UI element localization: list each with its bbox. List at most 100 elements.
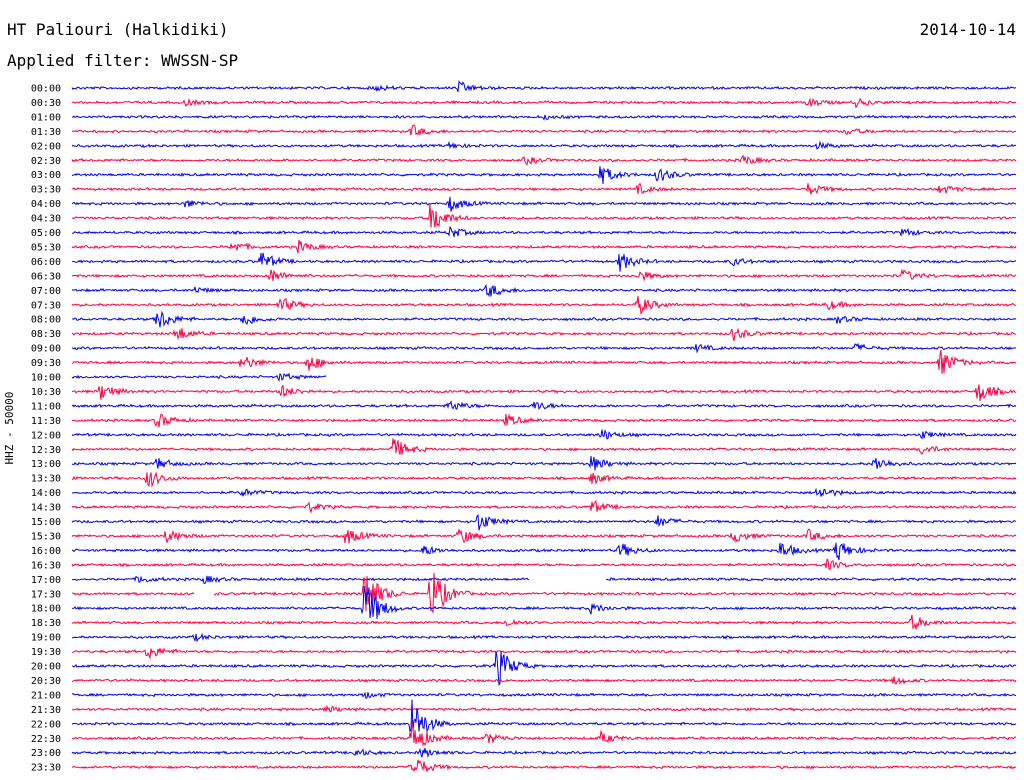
time-tick-label: 18:00 [31, 604, 61, 615]
time-tick-label: 14:00 [31, 488, 61, 499]
time-tick-label: 04:30 [31, 214, 61, 225]
trace-line [71, 499, 1017, 514]
time-tick-label: 22:00 [31, 719, 61, 730]
time-tick-label: 16:00 [31, 546, 61, 557]
time-tick-label: 02:00 [31, 141, 61, 152]
time-tick-label: 16:30 [31, 560, 61, 571]
time-tick-label: 18:30 [31, 618, 61, 629]
trace-line [71, 586, 1017, 619]
time-tick-label: 22:30 [31, 734, 61, 745]
time-tick-label: 03:00 [31, 170, 61, 181]
trace-line [71, 429, 1017, 440]
trace-line [71, 166, 1017, 185]
time-tick-label: 04:00 [31, 199, 61, 210]
time-tick-label: 11:00 [31, 401, 61, 412]
time-tick-label: 08:30 [31, 329, 61, 340]
time-tick-label: 05:30 [31, 242, 61, 253]
trace-line [71, 614, 1017, 630]
trace-line [71, 542, 1017, 561]
time-tick-label: 00:00 [31, 84, 61, 95]
trace-line [71, 413, 1017, 428]
trace-line [71, 80, 1017, 93]
time-tick-label: 06:30 [31, 271, 61, 282]
time-tick-label: 19:00 [31, 633, 61, 644]
trace-line [71, 252, 1017, 272]
trace-line [71, 268, 1017, 282]
trace-line [71, 372, 327, 382]
trace-line [71, 650, 1017, 686]
time-tick-label: 17:00 [31, 575, 61, 586]
trace-line [72, 471, 1017, 488]
trace-line [71, 456, 1017, 471]
time-tick-label: 06:00 [31, 257, 61, 268]
time-tick-label: 21:00 [31, 690, 61, 701]
time-tick-label: 20:00 [31, 662, 61, 673]
trace-line [71, 203, 1017, 228]
trace-line [71, 154, 1017, 166]
time-tick-label: 14:30 [31, 503, 61, 514]
time-tick-label: 11:30 [31, 416, 61, 427]
time-tick-label: 19:30 [31, 647, 61, 658]
time-tick-label: 13:00 [31, 459, 61, 470]
trace-line [72, 226, 1017, 238]
trace-line [71, 114, 1017, 121]
trace-line [71, 124, 1017, 136]
trace-line [71, 632, 1017, 643]
trace-line [71, 295, 1017, 315]
trace-line [71, 140, 1017, 150]
time-tick-label: 20:30 [31, 676, 61, 687]
trace-line [71, 349, 1017, 374]
time-tick-label: 15:30 [31, 531, 61, 542]
trace-line [71, 575, 1017, 584]
trace-line [71, 699, 1016, 734]
time-tick-label: 01:30 [31, 127, 61, 138]
filter-label: Applied filter: WWSSN-SP [7, 51, 239, 70]
trace-line [71, 384, 1017, 401]
trace-line [71, 400, 1017, 410]
trace-line [71, 759, 1017, 773]
time-tick-label: 05:00 [31, 228, 61, 239]
time-tick-label: 07:00 [31, 286, 61, 297]
time-tick-label: 12:00 [31, 430, 61, 441]
trace-line [71, 691, 1017, 700]
trace-line [71, 513, 1017, 531]
time-tick-label: 10:00 [31, 373, 61, 384]
trace-line [71, 97, 1017, 109]
time-tick-label: 17:30 [31, 589, 61, 600]
time-tick-label: 15:00 [31, 517, 61, 528]
time-tick-label: 02:30 [31, 156, 61, 167]
trace-line [71, 572, 1017, 614]
time-tick-label: 01:00 [31, 112, 61, 123]
time-tick-label: 09:30 [31, 358, 61, 369]
trace-line [71, 721, 1017, 747]
time-tick-label: 21:30 [31, 705, 61, 716]
date-label: 2014-10-14 [919, 20, 1016, 39]
trace-line [71, 676, 1017, 685]
trace-line [71, 528, 1017, 544]
trace-line [71, 342, 1017, 354]
time-tick-label: 10:30 [31, 387, 61, 398]
time-tick-label: 13:30 [31, 474, 61, 485]
time-tick-label: 09:00 [31, 344, 61, 355]
trace-line [71, 747, 1017, 758]
time-tick-label: 08:00 [31, 315, 61, 326]
trace-line [71, 310, 1017, 328]
time-tick-label: 23:00 [31, 748, 61, 759]
trace-line [71, 239, 1017, 254]
trace-line [71, 704, 1017, 713]
time-tick-label: 03:30 [31, 185, 61, 196]
trace-line [71, 196, 1017, 212]
trace-line [71, 487, 1017, 497]
time-tick-label: 00:30 [31, 98, 61, 109]
trace-line [71, 558, 1016, 571]
station-title: HT Paliouri (Halkidiki) [7, 20, 229, 39]
trace-line [71, 438, 1017, 456]
trace-line [71, 327, 1017, 342]
time-tick-label: 23:30 [31, 763, 61, 774]
trace-line [71, 182, 1017, 195]
time-tick-label: 07:30 [31, 300, 61, 311]
trace-line [71, 647, 1017, 660]
time-tick-label: 12:30 [31, 445, 61, 456]
trace-line [71, 283, 1017, 298]
